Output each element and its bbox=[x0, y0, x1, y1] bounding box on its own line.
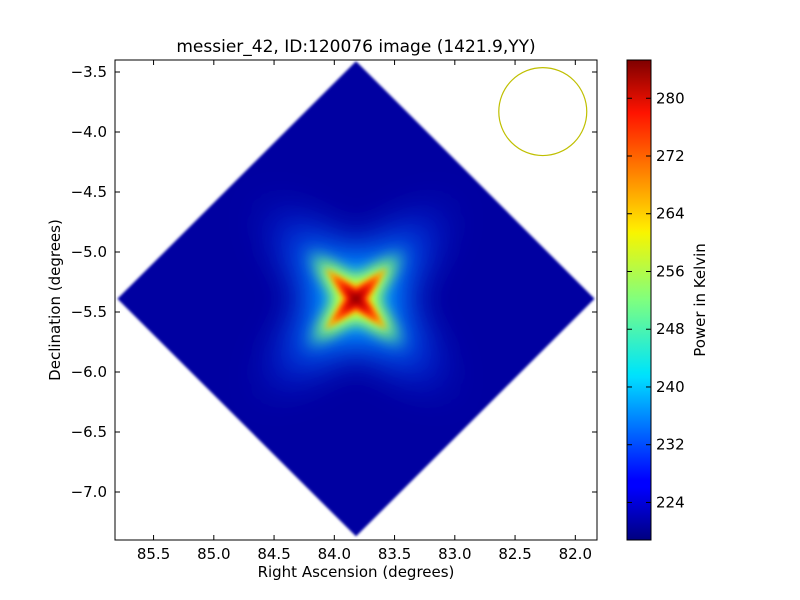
x-tick-label: 85.0 bbox=[197, 545, 230, 563]
x-tick-label: 82.0 bbox=[559, 545, 592, 563]
colorbar-label: Power in Kelvin bbox=[691, 243, 709, 357]
y-tick-label: −5.5 bbox=[71, 303, 107, 321]
x-tick-label: 83.0 bbox=[438, 545, 471, 563]
y-tick-label: −3.5 bbox=[71, 63, 107, 81]
y-tick-label: −7.0 bbox=[71, 483, 107, 501]
y-tick-label: −6.5 bbox=[71, 423, 107, 441]
x-tick-label: 84.5 bbox=[257, 545, 290, 563]
y-tick-label: −5.0 bbox=[71, 243, 107, 261]
colorbar bbox=[626, 59, 652, 541]
heatmap-image bbox=[117, 61, 595, 537]
plot-frame bbox=[114, 59, 598, 541]
colorbar-tick-label: 232 bbox=[656, 436, 685, 454]
y-axis: −3.5 −4.0 −4.5 −5.0 −5.5 −6.0 −6.5 −7.0 bbox=[71, 63, 597, 501]
x-axis-label: Right Ascension (degrees) bbox=[258, 563, 455, 581]
colorbar-tick-label: 280 bbox=[656, 89, 685, 107]
colorbar-tick-label: 256 bbox=[656, 262, 685, 280]
chart-title: messier_42, ID:120076 image (1421.9,YY) bbox=[176, 37, 535, 57]
y-tick-label: −4.5 bbox=[71, 183, 107, 201]
y-tick-label: −6.0 bbox=[71, 363, 107, 381]
x-tick-label: 83.5 bbox=[378, 545, 411, 563]
colorbar-tick-label: 248 bbox=[656, 320, 685, 338]
colorbar-tick-label: 272 bbox=[656, 147, 685, 165]
colorbar-tick-label: 240 bbox=[656, 378, 685, 396]
x-tick-label: 85.5 bbox=[137, 545, 170, 563]
y-axis-label: Declination (degrees) bbox=[46, 219, 64, 381]
x-axis: 85.5 85.0 84.5 84.0 83.5 83.0 82.5 82.0 bbox=[137, 60, 592, 563]
y-tick-label: −4.0 bbox=[71, 123, 107, 141]
x-tick-label: 82.5 bbox=[498, 545, 531, 563]
x-tick-label: 84.0 bbox=[318, 545, 351, 563]
colorbar-tick-label: 224 bbox=[656, 493, 685, 511]
beam-circle bbox=[498, 67, 588, 157]
colorbar-tick-label: 264 bbox=[656, 205, 685, 223]
intensity-contour-8 bbox=[348, 291, 364, 307]
colorbar-axis: 224 232 240 248 256 264 272 280 bbox=[627, 89, 685, 511]
